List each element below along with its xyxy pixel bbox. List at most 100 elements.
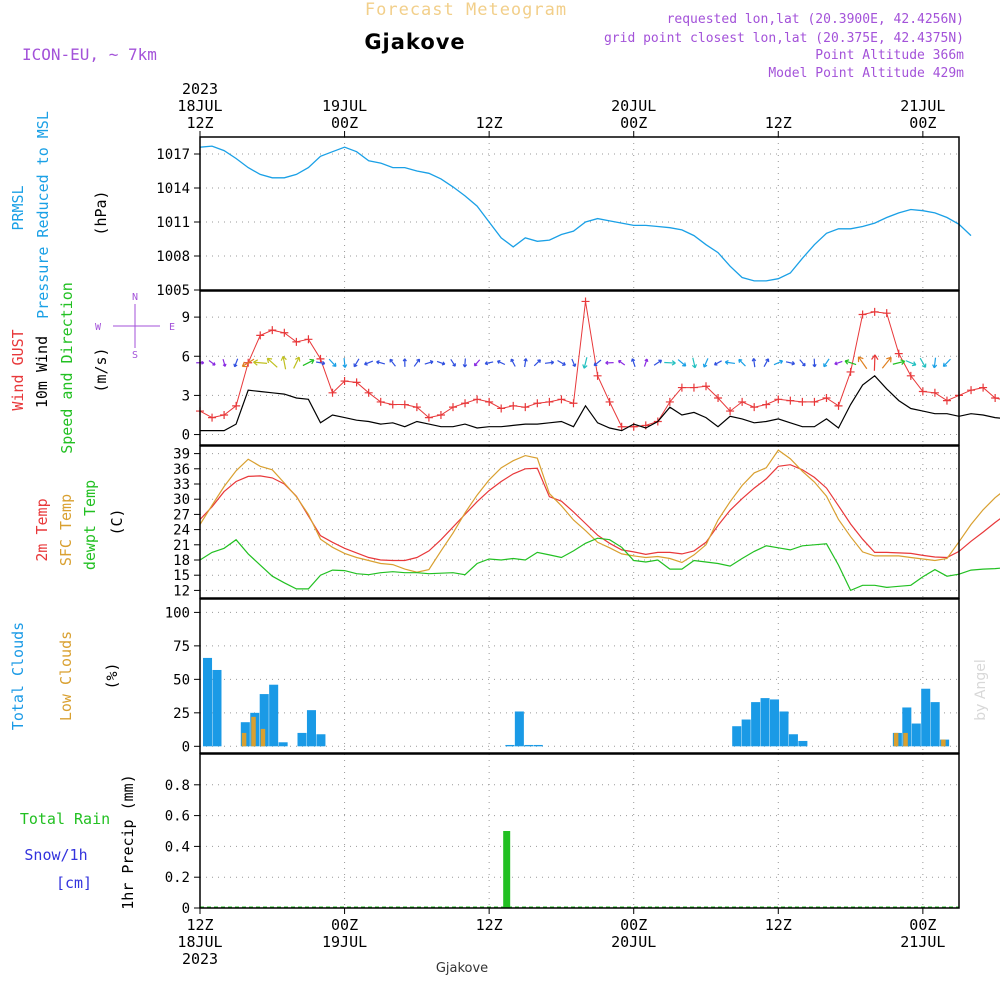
gust-marker — [798, 397, 807, 406]
temp-label-2m: 2m Temp — [33, 498, 51, 561]
wind-direction-arrow — [233, 358, 239, 368]
gust-marker — [497, 404, 506, 413]
total-cloud-bar — [278, 742, 288, 747]
wind-direction-arrow — [363, 360, 374, 366]
gust-marker — [605, 397, 614, 406]
wind-direction-arrow — [316, 360, 326, 366]
y-tick-label: 21 — [173, 538, 190, 554]
compass-e: E — [169, 322, 175, 333]
gust-marker — [509, 401, 518, 410]
wind-direction-arrow — [763, 358, 770, 368]
wind-direction-arrow — [510, 358, 516, 367]
header-grid-point: grid point closest lon,lat (20.375E, 42.… — [604, 31, 964, 46]
gust-marker — [316, 354, 325, 363]
gust-marker — [738, 397, 747, 406]
y-tick-label: 12 — [173, 583, 190, 599]
wind-direction-arrow — [253, 359, 268, 366]
wind-direction-arrow — [785, 361, 796, 366]
wind-direction-arrow — [571, 358, 577, 368]
y-tick-label: 100 — [165, 605, 190, 621]
gust-marker — [533, 399, 542, 408]
gust-marker — [786, 396, 795, 405]
wind-direction-arrow — [724, 360, 736, 365]
total-cloud-bar — [921, 688, 931, 747]
gust-marker — [677, 383, 686, 392]
wind-direction-arrow — [751, 358, 757, 368]
pressure-label-unit: (hPa) — [92, 190, 110, 235]
x-tick-label-bottom: 00Z — [620, 916, 647, 934]
x-tick-label-top: 12Z — [476, 114, 503, 132]
gust-marker — [750, 403, 759, 412]
wind-direction-arrow — [593, 359, 602, 367]
gust-marker — [557, 395, 566, 404]
gust-marker — [436, 410, 445, 419]
total-cloud-bar — [316, 734, 326, 747]
gust-marker — [810, 397, 819, 406]
wind-direction-arrow — [496, 360, 506, 366]
cloud-labels: Total Clouds Low Clouds (%) — [9, 622, 121, 730]
gust-marker — [726, 407, 735, 416]
total-cloud-bar — [751, 702, 761, 747]
total-cloud-bar — [505, 744, 515, 747]
low-cloud-bar — [251, 716, 256, 747]
temp-label-unit: (C) — [108, 508, 126, 535]
wind-direction-legend: N S W E — [95, 292, 175, 361]
wind-direction-arrow — [653, 359, 663, 366]
wind-direction-arrow — [557, 360, 566, 366]
y-tick-label: 0 — [182, 428, 190, 444]
y-tick-label: 50 — [173, 672, 190, 688]
gust-marker — [569, 399, 578, 408]
wind-direction-arrow — [892, 359, 906, 365]
x-tick-label-top: 12Z — [186, 114, 213, 132]
gust-marker — [388, 400, 397, 409]
x-tick-label-top: 18JUL — [177, 97, 222, 115]
x-tick-label-bottom: 2023 — [182, 950, 218, 968]
wind-direction-arrow — [834, 360, 843, 366]
gust-marker — [882, 309, 891, 318]
gust-marker — [461, 399, 470, 408]
y-tick-label: 0 — [182, 901, 190, 917]
gust-marker — [304, 335, 313, 344]
temp-label-dewpt: dewpt Temp — [81, 480, 99, 570]
low-cloud-bar — [241, 732, 247, 747]
gust-marker — [400, 400, 409, 409]
pressure-labels: PRMSL Pressure Reduced to MSL (hPa) — [9, 111, 110, 319]
wind-label-speed-dir: Speed and Direction — [58, 282, 76, 454]
wind-labels: Wind GUST 10m Wind Speed and Direction (… — [9, 282, 175, 454]
panel-frame — [199, 290, 960, 446]
gust-marker — [906, 371, 915, 380]
y-tick-label: 18 — [173, 553, 190, 569]
panel-frame — [199, 753, 960, 909]
header-requested: requested lon,lat (20.3900E, 42.4256N) — [667, 12, 964, 27]
wind-direction-arrow — [881, 356, 892, 369]
wind-direction-arrow — [702, 358, 709, 368]
panel-frame — [199, 598, 960, 754]
gust-marker — [822, 394, 831, 403]
y-tick-label: 0.4 — [165, 839, 190, 855]
total-cloud-bar — [770, 699, 780, 747]
gust-marker — [942, 396, 951, 405]
panel-frame — [199, 136, 960, 291]
y-tick-label: 0 — [182, 739, 190, 755]
x-tick-label-top: 21JUL — [900, 97, 945, 115]
precip-label-rain: Total Rain — [20, 810, 110, 828]
axis-layer: 1005100810111014101703691215182124273033… — [156, 80, 945, 968]
wind-label-unit: (m/s) — [92, 347, 110, 392]
wind-direction-arrow — [544, 360, 555, 365]
wind-direction-arrow — [402, 358, 407, 367]
y-tick-label: 24 — [173, 523, 190, 539]
gust-line — [199, 301, 1000, 428]
total-cloud-bar — [779, 711, 789, 747]
x-tick-label-top: 12Z — [765, 114, 792, 132]
y-tick-label: 36 — [173, 462, 190, 478]
temp-labels: 2m Temp SFC Temp dewpt Temp (C) — [33, 480, 126, 570]
gust-marker — [424, 413, 433, 422]
wind-direction-arrow — [222, 358, 227, 367]
y-tick-label: 1011 — [156, 215, 190, 231]
gust-marker — [991, 394, 1000, 403]
x-tick-label-bottom: 12Z — [186, 916, 213, 934]
x-tick-label-bottom: 00Z — [331, 916, 358, 934]
y-tick-label: 27 — [173, 507, 190, 523]
cloud-label-unit: (%) — [103, 662, 121, 689]
wind-direction-arrow — [389, 358, 396, 367]
